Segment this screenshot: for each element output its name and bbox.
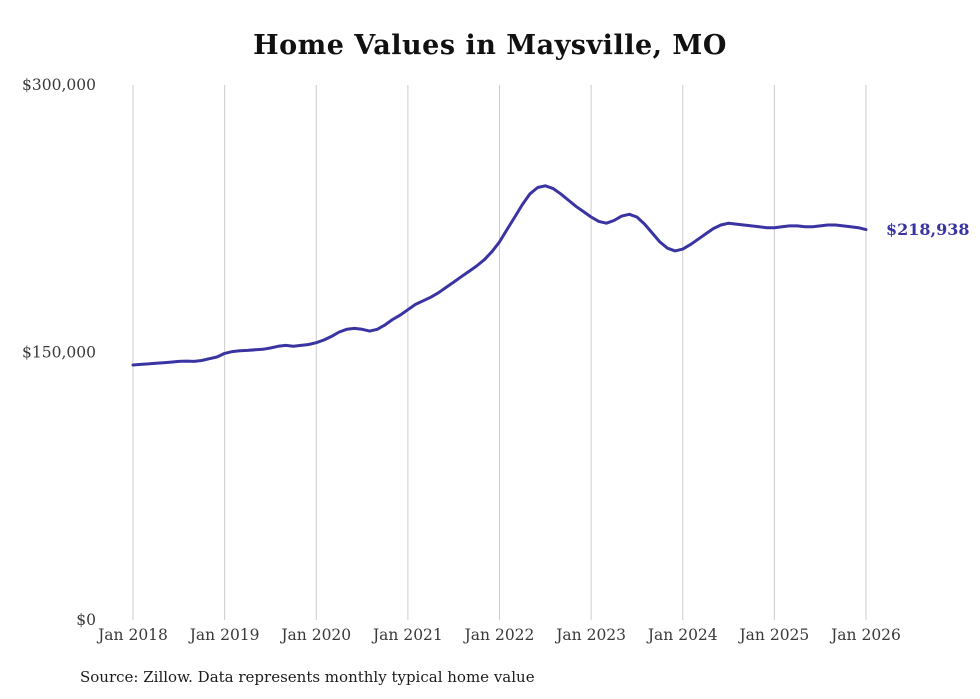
y-tick-label: $300,000 <box>22 76 96 94</box>
value-line <box>131 184 868 367</box>
x-tick-label: Jan 2020 <box>279 626 351 644</box>
x-tick-label: Jan 2019 <box>188 626 260 644</box>
x-tick-label: Jan 2023 <box>554 626 626 644</box>
x-tick-label: Jan 2018 <box>96 626 168 644</box>
y-tick-label: $150,000 <box>22 344 96 362</box>
source-note: Source: Zillow. Data represents monthly … <box>80 668 535 686</box>
x-tick-label: Jan 2022 <box>463 626 535 644</box>
x-tick-label: Jan 2024 <box>646 626 718 644</box>
latest-value-label: $218,938 <box>886 219 970 239</box>
y-tick-label: $0 <box>76 611 96 629</box>
x-tick-label: Jan 2026 <box>829 626 901 644</box>
x-tick-label: Jan 2021 <box>371 626 443 644</box>
chart-title: Home Values in Maysville, MO <box>253 30 727 61</box>
x-tick-label: Jan 2025 <box>737 626 809 644</box>
